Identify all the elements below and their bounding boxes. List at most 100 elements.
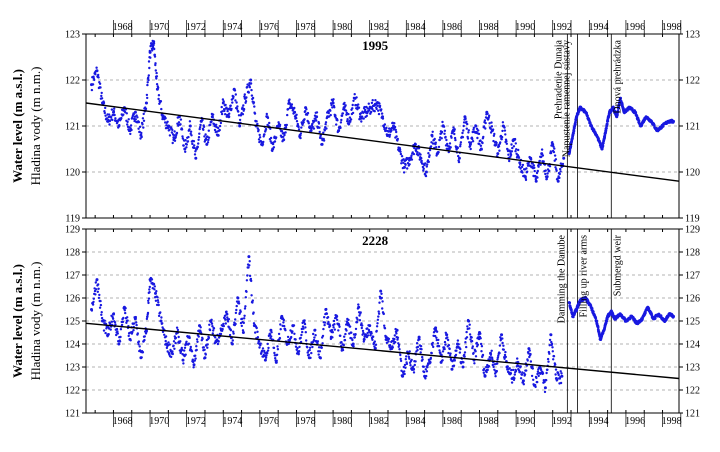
data-point [495,369,498,373]
data-point [290,335,293,339]
data-point [552,145,555,148]
data-point [314,334,317,337]
data-point [496,358,499,361]
y-tick-label-right: 120 [685,168,700,179]
data-point [540,148,544,151]
data-point [345,329,348,332]
data-point [332,326,335,329]
data-point [486,112,489,116]
data-point [122,113,125,116]
data-point [306,111,310,115]
data-point [235,308,238,312]
data-point [337,323,341,327]
data-point [291,330,294,333]
data-point [428,148,432,152]
data-point [318,126,321,129]
panel-1995: 119 119 120 120 121 121 122 122 123 123 1968 1970 19… [65,20,700,225]
data-point [120,323,124,327]
data-point [114,323,117,326]
data-point [559,170,562,173]
data-point [605,319,608,323]
data-point [154,69,157,72]
data-point [213,128,217,132]
trend-line [85,322,680,380]
data-point [404,366,407,369]
data-point [263,358,267,362]
data-point [481,353,485,357]
data-point [306,346,309,349]
data-point [107,333,110,336]
y-tick-label-left: 127 [65,271,80,282]
data-point [278,336,282,340]
data-point [251,299,254,302]
data-point [220,112,224,116]
data-point [435,336,438,339]
data-point [326,316,330,319]
data-point [416,348,419,352]
data-point [237,302,241,305]
data-point [548,169,551,172]
data-point [378,104,382,108]
y-tick-label-right: 128 [685,248,700,259]
data-point [313,336,316,339]
data-point [644,311,647,315]
data-point [95,278,99,282]
data-point [536,380,539,384]
data-point [206,343,209,346]
data-point [118,340,122,343]
data-point [383,327,387,330]
data-point [246,274,249,277]
data-point [146,96,149,100]
data-point [491,358,494,361]
data-point [317,346,321,349]
data-point [559,370,562,373]
data-point [164,335,168,338]
data-point [201,118,204,122]
panel-title: 2228 [362,233,389,248]
data-point [356,318,359,321]
data-point [237,300,240,303]
data-point [541,154,545,157]
data-point [339,126,342,130]
data-point [559,167,562,171]
data-point [157,301,160,304]
data-point [413,146,416,150]
data-point [446,338,450,342]
data-point [534,177,537,181]
data-point [162,114,165,117]
data-point [462,361,465,364]
data-point [363,105,366,109]
data-point [225,310,228,313]
data-point [275,136,278,139]
data-point [199,326,202,329]
data-point [330,328,334,332]
data-point [479,139,482,142]
data-point [337,329,340,332]
data-point [388,133,392,136]
data-point [557,373,560,377]
data-point [112,109,116,113]
y-tick-label-left: 121 [65,409,80,420]
data-point [425,165,428,168]
data-point [192,366,195,369]
data-point [313,119,316,123]
data-point [480,350,483,353]
data-point [295,113,298,117]
data-point [109,116,113,119]
data-point [307,122,310,125]
data-point [380,296,383,300]
data-point [117,342,121,346]
data-point [324,123,327,126]
data-point [369,110,373,114]
data-point [529,352,532,356]
data-point [349,120,352,123]
data-point [173,347,176,350]
data-point [532,378,535,381]
data-point [94,281,98,284]
x-tick-label: 1980 [332,22,352,33]
data-point [226,316,229,319]
data-point [211,113,215,116]
data-point [360,120,363,123]
data-point [453,132,456,136]
data-point [142,126,145,129]
